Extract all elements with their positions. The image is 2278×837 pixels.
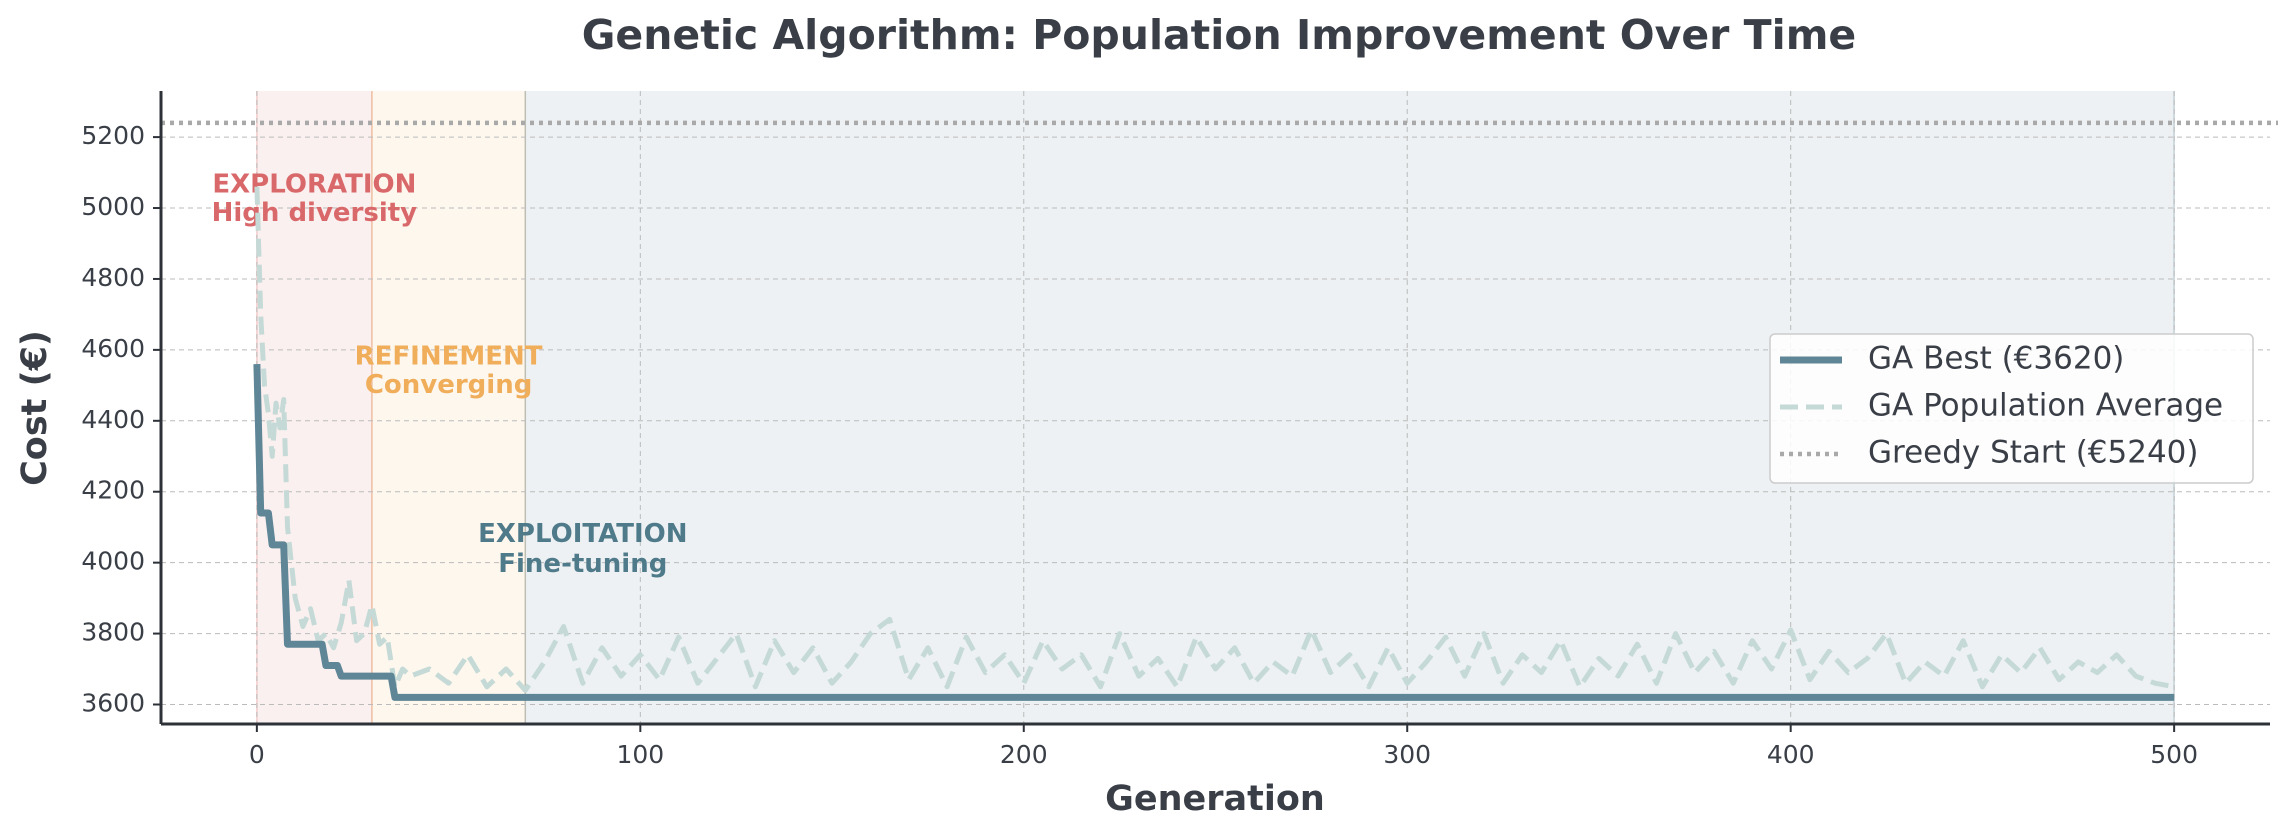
y-tick-label: 4200: [81, 476, 145, 505]
legend-label: GA Best (€3620): [1868, 341, 2124, 377]
legend-label: Greedy Start (€5240): [1868, 435, 2199, 471]
series-line: [254, 186, 2175, 693]
phase-sublabel: High diversity: [212, 198, 418, 228]
legend-label: GA Population Average: [1868, 388, 2223, 424]
y-axis-label: Cost (€): [15, 330, 55, 486]
phase-label: EXPLOITATION: [478, 519, 687, 549]
series-line: [253, 364, 2175, 701]
y-tick-label: 4600: [81, 334, 145, 363]
x-tick-label: 100: [616, 740, 664, 769]
phase-sublabel: Converging: [365, 370, 533, 400]
y-tick-label: 4000: [81, 547, 145, 576]
phase-label: REFINEMENT: [355, 341, 543, 371]
chart-title: Genetic Algorithm: Population Improvemen…: [582, 11, 1856, 59]
y-tick-label: 5000: [81, 192, 145, 221]
y-tick-label: 4800: [81, 263, 145, 292]
x-tick-label: 400: [1767, 740, 1815, 769]
x-tick-label: 500: [2150, 740, 2198, 769]
x-tick-label: 200: [1000, 740, 1048, 769]
x-axis-label: Generation: [1105, 779, 1325, 819]
y-tick-label: 3800: [81, 618, 145, 647]
phase-sublabel: Fine-tuning: [498, 549, 667, 579]
y-tick-label: 4400: [81, 405, 145, 434]
y-tick-label: 5200: [81, 121, 145, 150]
legend-box: [1769, 333, 2254, 484]
x-tick-label: 300: [1383, 740, 1431, 769]
phase-label: EXPLORATION: [212, 169, 416, 199]
phase-band: [371, 91, 526, 724]
y-tick-label: 3600: [81, 688, 145, 717]
x-tick-label: 0: [249, 740, 265, 769]
